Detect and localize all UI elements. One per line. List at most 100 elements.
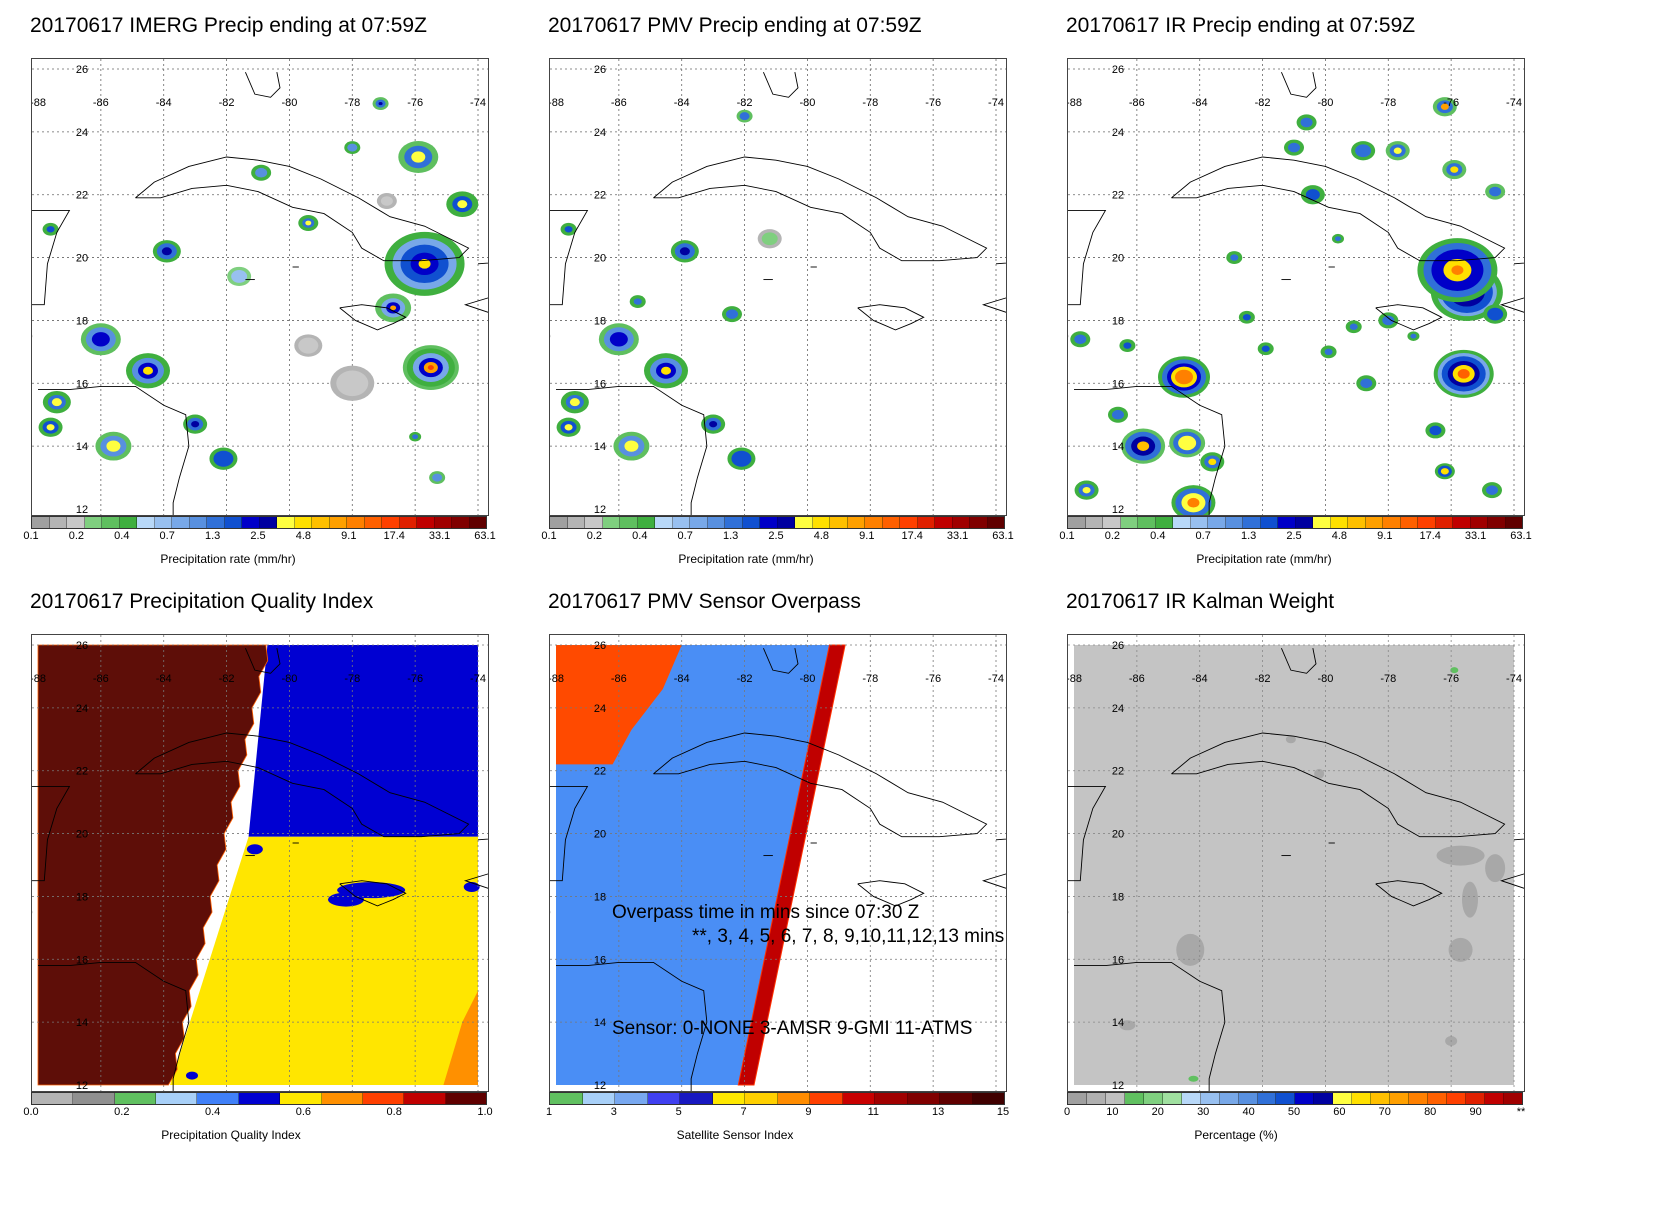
- lat-label: 24: [1112, 703, 1124, 715]
- lat-label: 18: [76, 315, 88, 327]
- coastlines: [1068, 647, 1524, 1091]
- precip-cell: [731, 450, 752, 467]
- lon-label: -88: [550, 673, 564, 685]
- lat-label: 26: [1112, 640, 1124, 652]
- colorbar-swatch: [830, 517, 848, 528]
- lon-label: -88: [32, 673, 46, 685]
- coordinate-labels: -88 -86 -84 -82 -80 -78 -76 -74 26 24 22 20 18 16 14 12: [550, 640, 1004, 1091]
- colorbar-label: 0.4: [632, 530, 648, 542]
- colorbar-swatch: [940, 1093, 973, 1104]
- colorbar-swatch: [1124, 1093, 1144, 1104]
- colorbar-swatch: [32, 517, 50, 528]
- lon-label: -78: [862, 97, 878, 109]
- precip-cell: [380, 196, 393, 206]
- precip-cell: [1178, 435, 1197, 451]
- colorbar-label: 0.1: [1059, 530, 1075, 542]
- colorbar-swatch: [364, 517, 382, 528]
- colorbar-swatch: [1155, 517, 1173, 528]
- lon-label: -88: [1068, 97, 1082, 109]
- precip-cell: [1324, 348, 1333, 356]
- lon-label: -74: [988, 673, 1004, 685]
- colorbar-swatch: [1400, 517, 1418, 528]
- colorbar-label: 13: [932, 1106, 945, 1118]
- colorbar-swatch: [1505, 517, 1522, 528]
- lat-label: 16: [594, 378, 606, 390]
- colorbar-swatch: [32, 1093, 74, 1104]
- colorbar-label: 4.8: [1331, 530, 1348, 542]
- precip-cell: [1382, 315, 1395, 326]
- precip-cell: [609, 332, 628, 347]
- colorbar-swatch: [1418, 517, 1436, 528]
- colorbar-label: 9.1: [341, 530, 357, 542]
- lat-label: 20: [1112, 253, 1124, 265]
- colorbar-label: 0.4: [1150, 530, 1166, 542]
- coastlines: [550, 647, 1006, 1091]
- colorbar-swatch: [469, 517, 486, 528]
- lon-label: -76: [925, 673, 941, 685]
- colorbar-swatch: [1365, 517, 1383, 528]
- lon-label: -88: [550, 97, 564, 109]
- lon-label: -76: [925, 97, 941, 109]
- lon-label: -86: [1129, 97, 1145, 109]
- lon-label: -84: [1192, 673, 1208, 685]
- colorbar-swatch: [280, 1093, 322, 1104]
- colorbar-swatch: [114, 1093, 157, 1104]
- graticule: [1068, 635, 1524, 1091]
- lon-label: -82: [219, 97, 235, 109]
- colorbar-label: 0.7: [159, 530, 175, 542]
- overpass-orange-region: [556, 645, 682, 765]
- coordinate-labels: -88 -86 -84 -82 -80 -78 -76 -74 26 24 22 20 18 16 14 12: [1068, 64, 1522, 515]
- lat-label: 18: [594, 315, 606, 327]
- colorbar-swatch: [73, 1093, 115, 1104]
- colorbar-swatch: [1503, 1093, 1522, 1104]
- precip-cell: [1487, 307, 1504, 321]
- lat-label: 22: [1112, 766, 1124, 778]
- precip-cell: [1429, 425, 1442, 436]
- map-overpass: -88 -86 -84 -82 -80 -78 -76 -74 26 24 22 20 18 16 14 12: [549, 634, 1007, 1092]
- precip-cell: [298, 337, 319, 354]
- colorbar-swatch: [347, 517, 365, 528]
- lon-label: -86: [611, 673, 627, 685]
- lat-label: 16: [1112, 954, 1124, 966]
- colorbar-label: 70: [1378, 1106, 1391, 1118]
- coastlines: [32, 71, 488, 515]
- colorbar-ir: [1067, 516, 1523, 529]
- precip-cell: [427, 365, 434, 370]
- colorbar-swatch: [987, 517, 1004, 528]
- precip-cell: [1074, 334, 1087, 345]
- colorbar-title: Percentage (%): [1194, 1128, 1278, 1142]
- precip-cell: [231, 270, 248, 283]
- kalman-dark-patch: [1462, 881, 1478, 918]
- lat-label: 20: [594, 253, 606, 265]
- precip-cell: [457, 200, 468, 209]
- precip-cell: [411, 151, 426, 163]
- graticule: [32, 635, 488, 1091]
- colorbar-label: 0.0: [23, 1106, 39, 1118]
- colorbar-swatch: [1352, 1093, 1372, 1104]
- colorbar-label: 9.1: [859, 530, 875, 542]
- lat-label: 12: [594, 504, 606, 515]
- precip-cell: [1489, 186, 1502, 197]
- colorbar-swatch: [1260, 517, 1278, 528]
- colorbar-swatch: [277, 517, 295, 528]
- colorbar-swatch: [417, 517, 435, 528]
- colorbar-swatch: [585, 517, 603, 528]
- colorbar-label: 4.8: [295, 530, 312, 542]
- colorbar-swatch: [647, 1093, 680, 1104]
- colorbar-label: 1: [545, 1106, 553, 1118]
- colorbar-swatch: [842, 1093, 875, 1104]
- colorbar-swatch: [745, 1093, 778, 1104]
- precip-cell: [91, 332, 110, 347]
- lon-label: -82: [219, 673, 235, 685]
- kalman-green-spot: [1450, 667, 1459, 674]
- lon-label: -76: [1443, 673, 1459, 685]
- precip-cell: [1440, 468, 1449, 475]
- lat-label: 12: [594, 1080, 606, 1091]
- precip-cell: [1355, 144, 1372, 158]
- colorbar-swatch: [1435, 517, 1453, 528]
- precip-cell: [412, 434, 419, 440]
- lon-label: -82: [1255, 97, 1271, 109]
- colorbar-swatch: [382, 517, 400, 528]
- colorbar-swatch: [637, 517, 655, 528]
- colorbar-title: Precipitation rate (mm/hr): [1196, 552, 1332, 566]
